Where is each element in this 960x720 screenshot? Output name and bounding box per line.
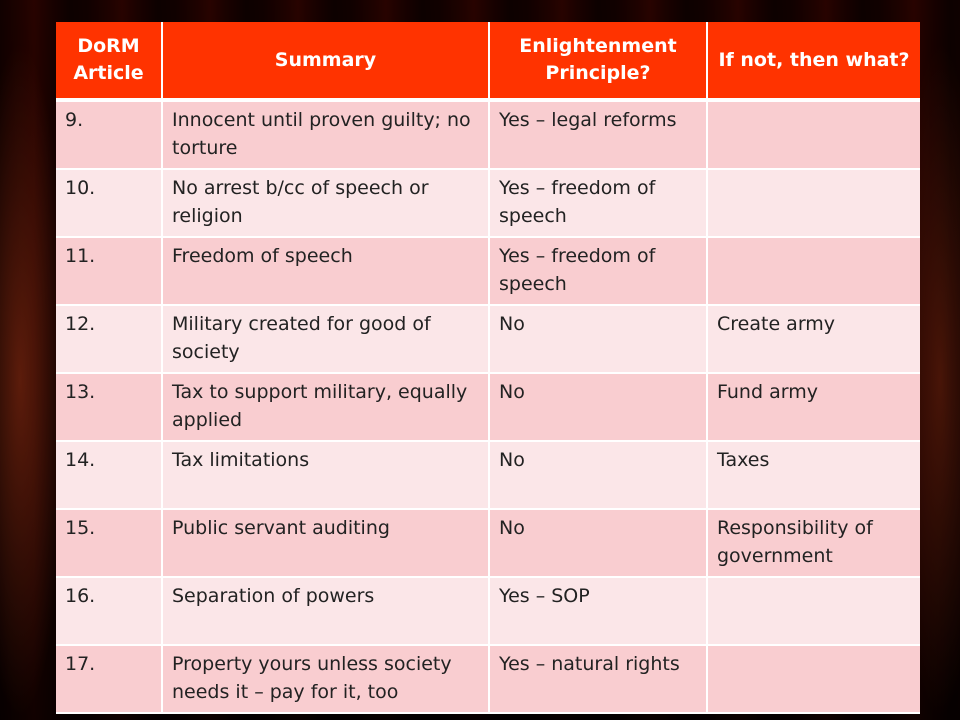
table-row: 9. Innocent until proven guilty; no tort… [56, 100, 920, 170]
article-cell: 14. [56, 441, 163, 510]
summary-cell: Tax to support military, equally applied [162, 373, 490, 442]
header-principle: Enlightenment Principle? [489, 22, 708, 102]
header-row: DoRM Article Summary Enlightenment Princ… [56, 22, 920, 102]
summary-cell: Tax limitations [162, 441, 490, 510]
header-alternative: If not, then what? [707, 22, 920, 102]
summary-cell: Military created for good of society [162, 305, 490, 374]
alternative-cell: Create army [707, 305, 920, 374]
article-cell: 11. [56, 237, 163, 306]
article-cell: 13. [56, 373, 163, 442]
table-row: 11. Freedom of speech Yes – freedom of s… [56, 237, 920, 306]
summary-cell: Freedom of speech [162, 237, 490, 306]
principle-cell: No [489, 509, 708, 578]
table-row: 16. Separation of powers Yes – SOP [56, 577, 920, 646]
alternative-cell [707, 169, 920, 238]
article-cell: 12. [56, 305, 163, 374]
header-article: DoRM Article [56, 22, 163, 102]
principle-cell: No [489, 441, 708, 510]
principle-cell: Yes – natural rights [489, 645, 708, 714]
alternative-cell: Responsibility of government [707, 509, 920, 578]
table-row: 10. No arrest b/cc of speech or religion… [56, 169, 920, 238]
article-cell: 9. [56, 100, 163, 170]
table-row: 14. Tax limitations No Taxes [56, 441, 920, 510]
article-cell: 10. [56, 169, 163, 238]
article-cell: 15. [56, 509, 163, 578]
dorm-table: DoRM Article Summary Enlightenment Princ… [56, 22, 920, 714]
header-summary: Summary [162, 22, 490, 102]
principle-cell: Yes – legal reforms [489, 100, 708, 170]
summary-cell: Separation of powers [162, 577, 490, 646]
principle-cell: Yes – freedom of speech [489, 237, 708, 306]
alternative-cell [707, 577, 920, 646]
table-row: 13. Tax to support military, equally app… [56, 373, 920, 442]
table-row: 17. Property yours unless society needs … [56, 645, 920, 714]
principle-cell: Yes – SOP [489, 577, 708, 646]
alternative-cell [707, 645, 920, 714]
summary-cell: Public servant auditing [162, 509, 490, 578]
article-cell: 17. [56, 645, 163, 714]
table-row: 12. Military created for good of society… [56, 305, 920, 374]
summary-cell: Innocent until proven guilty; no torture [162, 100, 490, 170]
article-cell: 16. [56, 577, 163, 646]
alternative-cell [707, 100, 920, 170]
alternative-cell [707, 237, 920, 306]
table-row: 15. Public servant auditing No Responsib… [56, 509, 920, 578]
alternative-cell: Fund army [707, 373, 920, 442]
summary-cell: No arrest b/cc of speech or religion [162, 169, 490, 238]
principle-cell: No [489, 373, 708, 442]
alternative-cell: Taxes [707, 441, 920, 510]
principle-cell: No [489, 305, 708, 374]
principle-cell: Yes – freedom of speech [489, 169, 708, 238]
summary-cell: Property yours unless society needs it –… [162, 645, 490, 714]
